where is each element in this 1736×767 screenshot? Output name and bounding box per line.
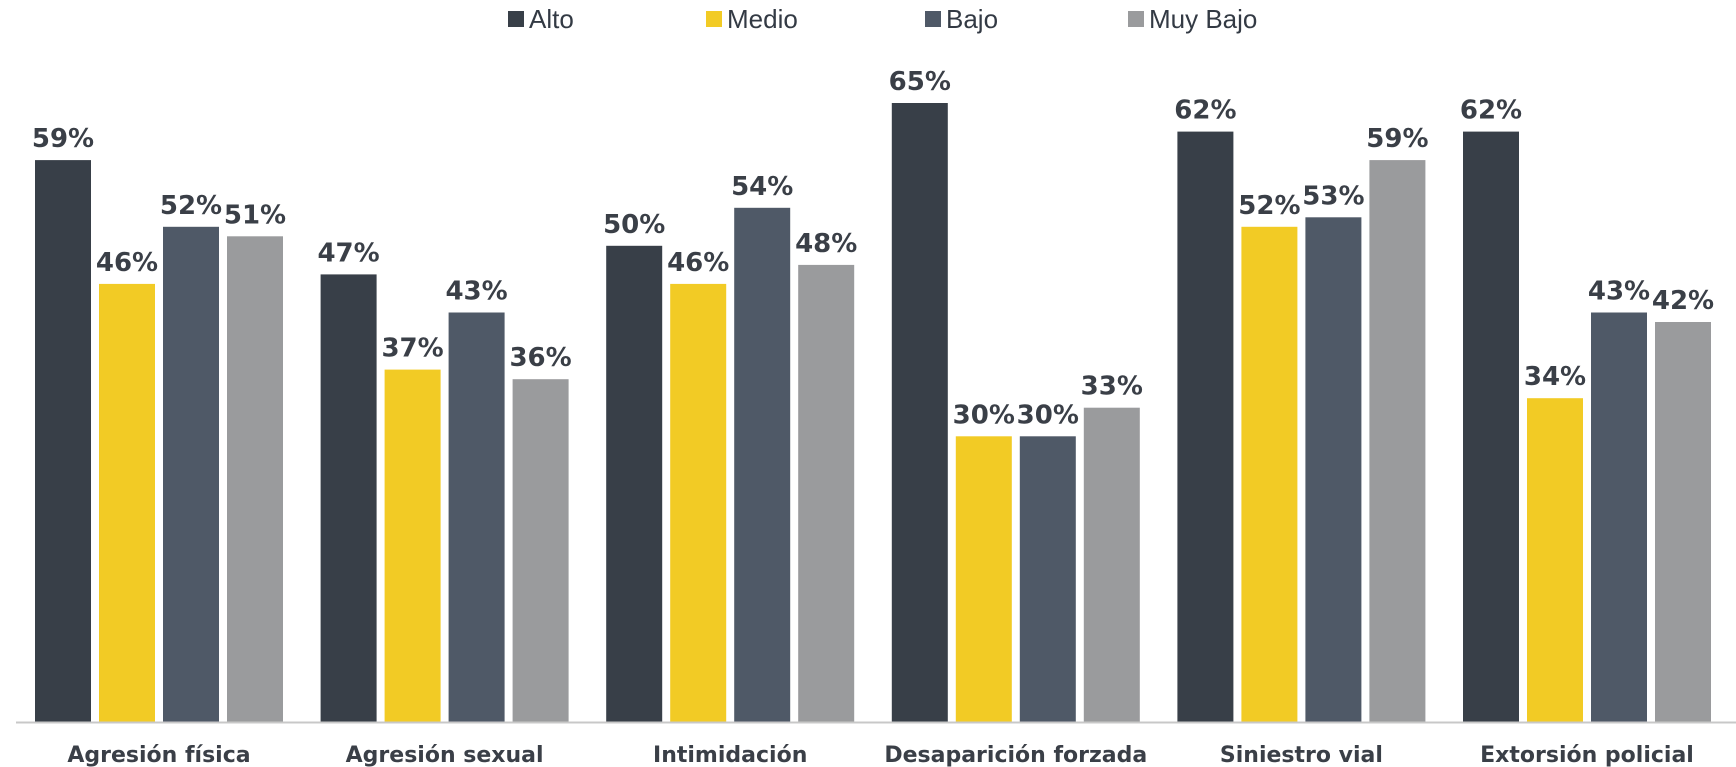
- legend-swatch-alto: [508, 11, 524, 27]
- value-label-siniestro-vial-alto: 62%: [1174, 96, 1236, 126]
- category-label-desaparicion-forzada: Desaparición forzada: [884, 743, 1147, 767]
- bar-agresion-fisica-alto: [35, 160, 91, 723]
- value-label-siniestro-vial-bajo: 53%: [1302, 181, 1364, 211]
- bar-agresion-fisica-bajo: [163, 226, 219, 723]
- category-label-agresion-fisica: Agresión física: [67, 743, 250, 767]
- value-label-agresion-sexual-alto: 47%: [317, 238, 379, 268]
- bar-siniestro-vial-bajo: [1305, 217, 1362, 723]
- legend-item-alto: Alto: [508, 4, 574, 34]
- legend-item-bajo: Bajo: [925, 4, 998, 34]
- value-label-extorsion-policial-medio: 34%: [1524, 362, 1586, 392]
- value-label-intimidacion-medio: 46%: [667, 248, 729, 278]
- value-labels-layer: 59%46%52% 51%47%37%43%36%50%46%54%48%65%3…: [32, 67, 1714, 430]
- category-label-agresion-sexual: Agresión sexual: [346, 743, 544, 767]
- bar-siniestro-vial-alto: [1177, 131, 1234, 723]
- legend-item-medio: Medio: [706, 4, 798, 34]
- bar-extorsion-policial-alto: [1463, 131, 1519, 723]
- legend-label-alto: Alto: [529, 4, 574, 34]
- bar-intimidacion-alto: [606, 245, 663, 723]
- bar-desaparicion-forzada-bajo: [1019, 436, 1076, 722]
- bar-extorsion-policial-muy-bajo: [1655, 322, 1711, 722]
- bar-agresion-sexual-muy-bajo: [512, 379, 569, 722]
- bar-extorsion-policial-medio: [1527, 398, 1583, 722]
- legend-item-muy-bajo: Muy Bajo: [1128, 4, 1257, 34]
- bar-intimidacion-bajo: [734, 207, 791, 723]
- bar-agresion-fisica-muy-bajo: [227, 236, 283, 723]
- value-label-siniestro-vial-medio: 52%: [1238, 191, 1300, 221]
- value-label-agresion-sexual-medio: 37%: [381, 334, 443, 364]
- value-label-agresion-fisica-bajo: 52%: [160, 191, 222, 221]
- value-label-agresion-fisica-alto: 59%: [32, 124, 94, 154]
- bar-siniestro-vial-medio: [1241, 226, 1298, 723]
- value-label-extorsion-policial-alto: 62%: [1460, 96, 1522, 126]
- value-label-agresion-fisica-medio: 46%: [96, 248, 158, 278]
- bars-layer: [35, 103, 1711, 723]
- category-label-intimidacion: Intimidación: [653, 743, 807, 767]
- legend-label-bajo: Bajo: [946, 4, 998, 34]
- value-label-intimidacion-bajo: 54%: [731, 172, 793, 202]
- value-label-desaparicion-forzada-alto: 65%: [889, 67, 951, 97]
- bar-intimidacion-medio: [670, 283, 727, 722]
- legend-label-medio: Medio: [727, 4, 798, 34]
- bar-desaparicion-forzada-medio: [955, 436, 1012, 722]
- bar-agresion-sexual-alto: [320, 274, 377, 722]
- value-label-agresion-fisica-muy-bajo: 51%: [224, 200, 286, 230]
- value-label-intimidacion-muy-bajo: 48%: [795, 229, 857, 259]
- bar-intimidacion-muy-bajo: [798, 264, 855, 722]
- category-label-siniestro-vial: Siniestro vial: [1220, 743, 1383, 767]
- value-label-extorsion-policial-muy-bajo: 42%: [1652, 286, 1714, 316]
- bar-extorsion-policial-bajo: [1591, 312, 1647, 722]
- legend-swatch-muy-bajo: [1128, 11, 1144, 27]
- value-label-intimidacion-alto: 50%: [603, 210, 665, 240]
- legend-swatch-bajo: [925, 11, 941, 27]
- value-label-extorsion-policial-bajo: 43%: [1588, 277, 1650, 307]
- value-label-desaparicion-forzada-medio: 30%: [953, 400, 1015, 430]
- category-labels-layer: Agresión física Agresión sexual Intimidaci…: [67, 743, 1693, 767]
- legend-label-muy-bajo: Muy Bajo: [1149, 4, 1257, 34]
- value-label-siniestro-vial-muy-bajo: 59%: [1366, 124, 1428, 154]
- bar-agresion-sexual-medio: [384, 369, 441, 722]
- value-label-desaparicion-forzada-bajo: 30%: [1017, 400, 1079, 430]
- bar-desaparicion-forzada-muy-bajo: [1083, 407, 1140, 722]
- legend: Alto Medio Bajo Muy Bajo: [508, 4, 1257, 34]
- value-label-desaparicion-forzada-muy-bajo: 33%: [1081, 372, 1143, 402]
- value-label-agresion-sexual-bajo: 43%: [445, 277, 507, 307]
- bar-agresion-fisica-medio: [99, 283, 155, 722]
- bar-agresion-sexual-bajo: [448, 312, 505, 722]
- legend-swatch-medio: [706, 11, 722, 27]
- bar-desaparicion-forzada-alto: [891, 103, 948, 722]
- value-label-agresion-sexual-muy-bajo: 36%: [509, 343, 571, 373]
- category-label-extorsion-policial: Extorsión policial: [1480, 743, 1694, 767]
- bar-siniestro-vial-muy-bajo: [1369, 160, 1426, 723]
